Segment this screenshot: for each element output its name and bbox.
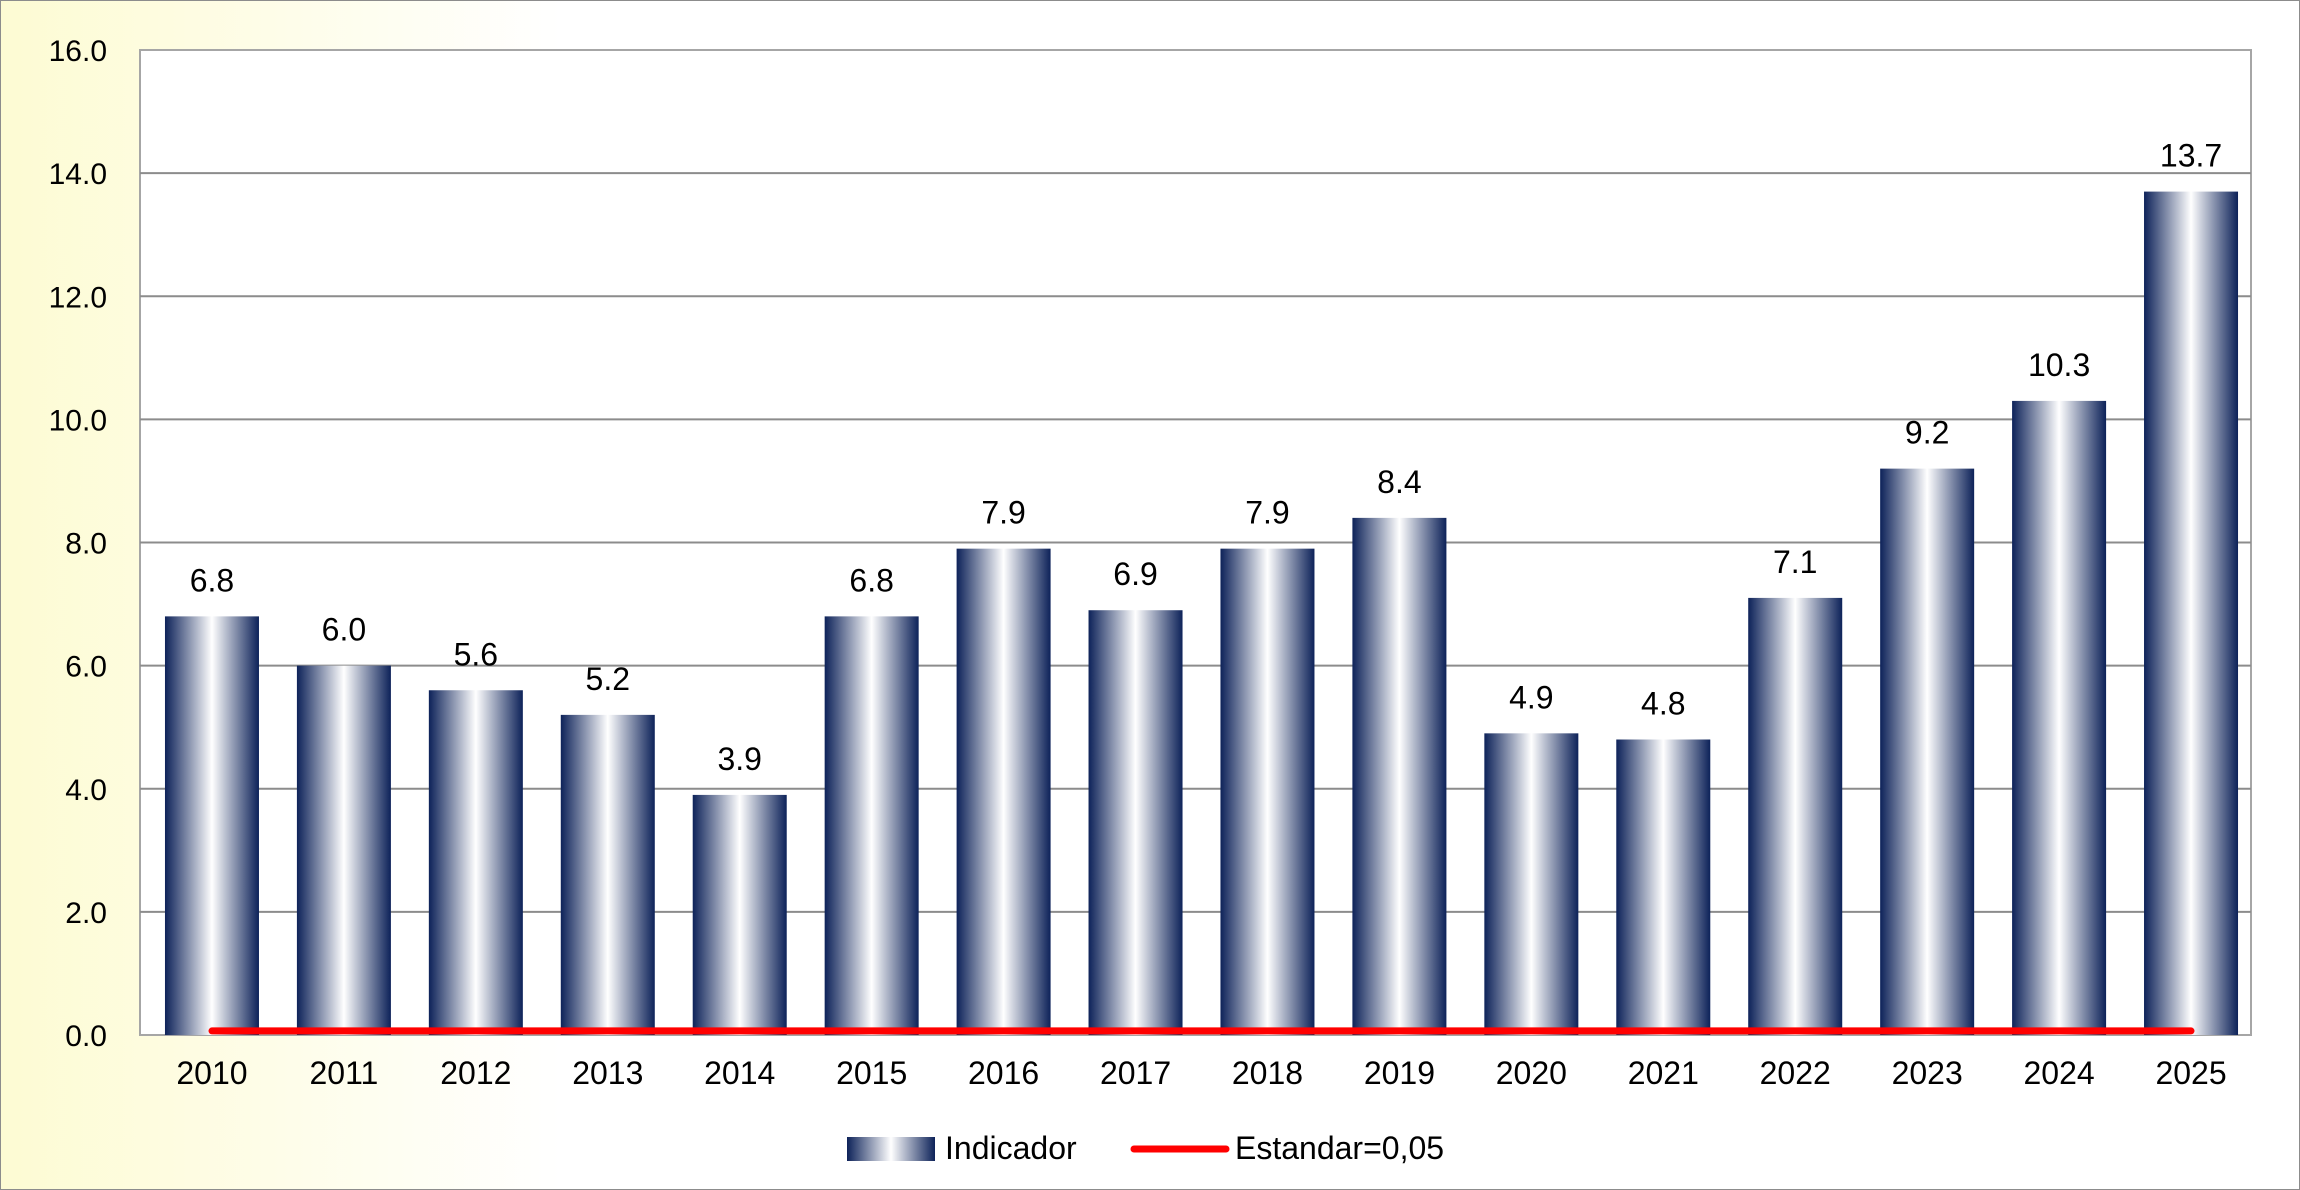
data-label: 8.4 — [1377, 464, 1421, 500]
bar — [1616, 739, 1711, 1035]
legend: Indicador Estandar=0,05 — [847, 1130, 1444, 1166]
data-label: 3.9 — [717, 741, 761, 777]
y-tick-label: 2.0 — [65, 897, 107, 930]
bar — [164, 616, 259, 1035]
bar — [1220, 548, 1315, 1035]
data-labels: 6.8 6.0 5.6 5.2 3.9 6.8 7.9 6.9 7.9 8.4 4.9 4.8 7.1 9… — [190, 138, 2222, 777]
x-tick-label: 2024 — [2024, 1055, 2095, 1091]
x-tick-label: 2018 — [1232, 1055, 1303, 1091]
data-label: 6.0 — [322, 612, 366, 648]
legend-label-indicador: Indicador — [945, 1130, 1077, 1166]
data-label: 4.9 — [1509, 679, 1553, 715]
bar — [824, 616, 919, 1035]
data-label: 9.2 — [1905, 415, 1949, 451]
y-tick-label: 10.0 — [49, 404, 107, 437]
legend-label-estandar: Estandar=0,05 — [1235, 1130, 1444, 1166]
data-label: 6.9 — [1113, 556, 1157, 592]
x-tick-label: 2011 — [310, 1055, 379, 1091]
x-tick-label: 2021 — [1628, 1055, 1699, 1091]
x-tick-label: 2022 — [1760, 1055, 1831, 1091]
x-tick-label: 2014 — [704, 1055, 775, 1091]
bar — [2012, 400, 2107, 1035]
data-label: 6.8 — [190, 562, 234, 598]
bar — [956, 548, 1051, 1035]
y-tick-label: 12.0 — [49, 281, 107, 314]
data-label: 4.8 — [1641, 686, 1685, 722]
y-tick-label: 14.0 — [49, 158, 107, 191]
data-label: 7.9 — [981, 495, 1025, 531]
y-tick-label: 8.0 — [65, 528, 107, 561]
bar — [1088, 610, 1183, 1035]
bar — [560, 714, 655, 1035]
bar — [296, 665, 391, 1035]
y-tick-label: 16.0 — [49, 35, 107, 68]
legend-swatch-indicador — [847, 1137, 935, 1161]
data-label: 7.1 — [1773, 544, 1817, 580]
bar — [1880, 468, 1975, 1035]
data-label: 13.7 — [2160, 138, 2222, 174]
bar — [692, 794, 787, 1035]
x-tick-label: 2016 — [968, 1055, 1039, 1091]
bars — [164, 191, 2239, 1035]
y-tick-label: 0.0 — [65, 1020, 107, 1053]
bar — [1484, 733, 1579, 1035]
y-axis-ticks: 0.0 2.0 4.0 6.0 8.0 10.0 12.0 14.0 16.0 — [49, 35, 107, 1053]
bar — [2144, 191, 2239, 1035]
x-tick-label: 2025 — [2155, 1055, 2226, 1091]
x-tick-label: 2023 — [1892, 1055, 1963, 1091]
bar — [1352, 517, 1447, 1035]
x-tick-label: 2017 — [1100, 1055, 1171, 1091]
data-label: 6.8 — [849, 562, 893, 598]
data-label: 5.6 — [454, 636, 498, 672]
y-tick-label: 4.0 — [65, 774, 107, 807]
data-label: 10.3 — [2028, 347, 2090, 383]
bar — [428, 690, 523, 1035]
data-label: 5.2 — [586, 661, 630, 697]
x-tick-label: 2013 — [572, 1055, 643, 1091]
x-tick-label: 2015 — [836, 1055, 907, 1091]
x-tick-label: 2020 — [1496, 1055, 1567, 1091]
x-tick-label: 2010 — [176, 1055, 247, 1091]
x-tick-label: 2012 — [440, 1055, 511, 1091]
bar — [1748, 597, 1843, 1035]
x-axis-ticks: 2010 2011 2012 2013 2014 2015 2016 2017 2018 2019… — [176, 1055, 2226, 1091]
x-tick-label: 2019 — [1364, 1055, 1435, 1091]
y-tick-label: 6.0 — [65, 651, 107, 684]
data-label: 7.9 — [1245, 495, 1289, 531]
